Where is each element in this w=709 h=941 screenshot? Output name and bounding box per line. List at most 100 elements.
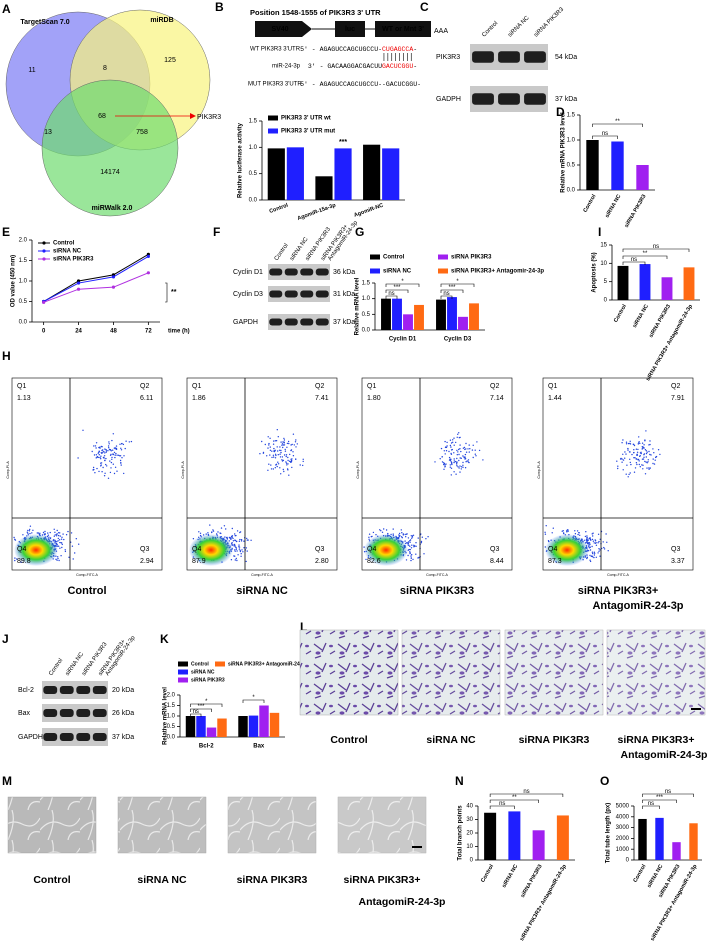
series-line bbox=[43, 255, 149, 302]
event-dot bbox=[234, 555, 236, 557]
event-dot bbox=[446, 441, 448, 444]
event-dot bbox=[283, 441, 285, 443]
event-dot bbox=[270, 468, 273, 470]
quadrant-name: Q3 bbox=[490, 546, 499, 553]
bar bbox=[403, 314, 413, 330]
construct-box-label: luc bbox=[345, 26, 355, 33]
event-dot bbox=[199, 532, 202, 534]
group-label: siRNA PIK3R3 bbox=[400, 585, 474, 597]
event-dot bbox=[78, 543, 80, 545]
event-dot bbox=[589, 554, 591, 557]
event-dot bbox=[49, 531, 51, 534]
event-dot bbox=[409, 545, 411, 547]
panel-label: N bbox=[455, 774, 464, 788]
axis-label: Comp-FITC-A bbox=[607, 573, 629, 577]
event-dot bbox=[459, 457, 461, 459]
event-dot bbox=[105, 450, 108, 452]
event-dot bbox=[464, 467, 467, 469]
event-dot bbox=[57, 537, 59, 540]
bar bbox=[447, 297, 457, 330]
event-dot bbox=[458, 453, 460, 456]
event-dot bbox=[439, 458, 441, 460]
panel-label: C bbox=[420, 0, 429, 14]
event-dot bbox=[453, 458, 455, 460]
panel-label: L bbox=[300, 620, 307, 634]
event-dot bbox=[289, 453, 291, 456]
event-dot bbox=[120, 462, 122, 464]
event-dot bbox=[279, 467, 281, 469]
event-dot bbox=[415, 542, 417, 544]
legend-swatch bbox=[178, 669, 188, 675]
event-dot bbox=[442, 462, 445, 464]
blot-band bbox=[300, 268, 314, 276]
event-dot bbox=[455, 441, 457, 444]
event-dot bbox=[617, 465, 619, 467]
event-dot bbox=[607, 550, 609, 552]
event-dot bbox=[412, 534, 415, 536]
event-dot bbox=[124, 447, 126, 450]
event-dot bbox=[276, 465, 278, 468]
image-label: siRNA PIK3R3 bbox=[237, 874, 308, 886]
event-dot bbox=[409, 540, 411, 542]
quadrant-name: Q2 bbox=[140, 383, 149, 390]
construct-box-label: SV40 bbox=[271, 26, 288, 33]
event-dot bbox=[478, 449, 481, 452]
event-dot bbox=[285, 454, 288, 456]
event-dot bbox=[272, 456, 275, 458]
quadrant-value: 89.8 bbox=[17, 558, 31, 565]
event-dot bbox=[282, 468, 284, 471]
event-dot bbox=[130, 440, 133, 443]
panel-label: J bbox=[2, 632, 9, 646]
y-tick-label: 2.0 bbox=[167, 693, 176, 699]
event-dot bbox=[567, 529, 569, 531]
sequence-name: MUT PIK3R3 3'UTR bbox=[248, 82, 302, 88]
event-dot bbox=[286, 442, 289, 445]
event-dot bbox=[646, 467, 648, 469]
significance-label: ns bbox=[602, 131, 608, 137]
event-dot bbox=[280, 449, 282, 452]
event-dot bbox=[407, 554, 409, 557]
event-dot bbox=[108, 447, 110, 449]
event-dot bbox=[231, 542, 233, 544]
event-dot bbox=[99, 456, 101, 459]
event-dot bbox=[642, 468, 644, 470]
event-dot bbox=[597, 542, 599, 544]
event-dot bbox=[453, 452, 455, 454]
event-dot bbox=[410, 557, 412, 559]
event-dot bbox=[117, 454, 120, 456]
event-dot bbox=[95, 457, 97, 459]
event-dot bbox=[644, 460, 646, 463]
event-dot bbox=[566, 529, 568, 532]
event-dot bbox=[467, 448, 469, 450]
event-dot bbox=[415, 553, 417, 555]
event-dot bbox=[122, 443, 125, 446]
event-dot bbox=[237, 554, 239, 556]
event-dot bbox=[599, 555, 601, 557]
event-dot bbox=[59, 547, 61, 549]
event-dot bbox=[61, 543, 63, 546]
point bbox=[76, 287, 81, 291]
event-dot bbox=[459, 465, 461, 467]
event-dot bbox=[563, 532, 565, 535]
quadrant-value: 1.86 bbox=[192, 395, 206, 402]
legend-label: Control bbox=[53, 241, 75, 247]
event-dot bbox=[114, 466, 117, 468]
event-dot bbox=[589, 543, 591, 546]
event-dot bbox=[639, 452, 642, 454]
x-tick-label: 24 bbox=[75, 329, 82, 335]
event-dot bbox=[585, 531, 587, 533]
event-dot bbox=[240, 540, 243, 542]
event-dot bbox=[649, 440, 651, 442]
event-dot bbox=[472, 444, 474, 446]
event-dot bbox=[283, 454, 286, 456]
significance-bracket bbox=[242, 699, 265, 703]
event-dot bbox=[417, 557, 419, 559]
event-dot bbox=[53, 535, 55, 537]
event-dot bbox=[586, 536, 588, 539]
event-dot bbox=[643, 447, 645, 449]
y-tick-label: 20 bbox=[466, 831, 473, 837]
event-dot bbox=[648, 467, 650, 469]
event-dot bbox=[401, 537, 403, 539]
event-dot bbox=[405, 533, 408, 535]
event-dot bbox=[411, 544, 413, 546]
